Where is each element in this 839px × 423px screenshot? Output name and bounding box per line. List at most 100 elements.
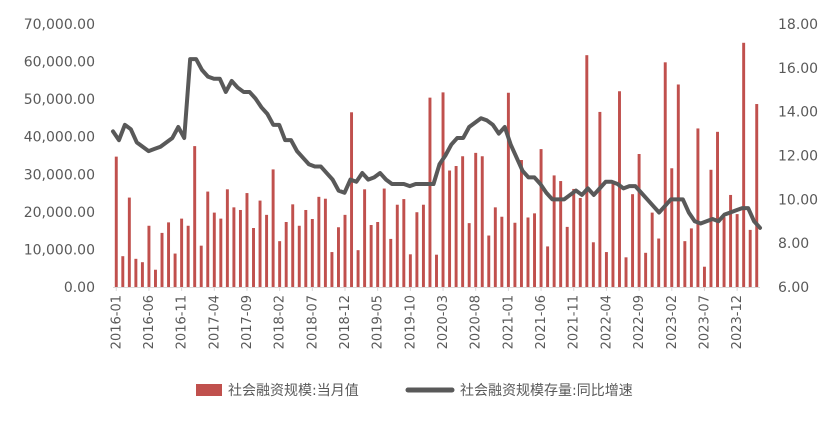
bar xyxy=(474,152,478,287)
bar xyxy=(735,214,739,287)
bar xyxy=(670,168,674,287)
bar xyxy=(441,92,445,287)
bar xyxy=(395,204,399,287)
x-tick-label: 2017-04 xyxy=(207,295,222,349)
bar xyxy=(421,204,425,287)
x-tick-label: 2023-07 xyxy=(697,295,712,349)
line-series-stock-yoy-growth xyxy=(111,57,762,230)
bar xyxy=(500,216,504,287)
y-right-tick-label: 10.00 xyxy=(778,192,818,208)
bar xyxy=(291,204,295,287)
bar xyxy=(284,222,288,287)
bar xyxy=(572,188,576,287)
x-tick-label: 2021-06 xyxy=(534,295,549,349)
bar xyxy=(448,170,452,287)
bar xyxy=(356,250,360,287)
bar xyxy=(310,219,314,287)
bar xyxy=(565,226,569,287)
bar xyxy=(683,241,687,287)
bar xyxy=(454,166,458,287)
bar xyxy=(493,207,497,287)
y-left-tick-label: 20,000.00 xyxy=(24,205,95,221)
bar xyxy=(245,193,249,287)
bar xyxy=(206,191,210,287)
bar xyxy=(585,55,589,288)
y-left-tick-label: 40,000.00 xyxy=(24,130,95,146)
bar xyxy=(415,212,419,287)
bar xyxy=(748,229,752,287)
bar xyxy=(506,92,510,287)
x-tick-label: 2018-07 xyxy=(305,295,320,349)
bar xyxy=(513,222,517,287)
x-tick-label: 2018-12 xyxy=(338,295,353,349)
bar xyxy=(539,149,543,287)
bar xyxy=(657,238,661,287)
bar xyxy=(369,225,373,287)
bar xyxy=(363,189,367,287)
bar xyxy=(591,242,595,287)
bar xyxy=(317,196,321,287)
x-tick-label: 2016-11 xyxy=(175,295,190,349)
bar xyxy=(402,199,406,287)
bar xyxy=(546,246,550,287)
bar xyxy=(271,169,275,287)
bar xyxy=(121,256,125,287)
bar xyxy=(304,209,308,287)
bar xyxy=(114,156,118,287)
legend-swatch-bar xyxy=(196,384,222,396)
y-left-tick-label: 60,000.00 xyxy=(24,55,95,71)
bar xyxy=(167,222,171,287)
legend-label-bar: 社会融资规模:当月值 xyxy=(228,383,359,399)
x-tick-label: 2017-09 xyxy=(240,295,255,349)
bar xyxy=(696,128,700,287)
bar xyxy=(689,228,693,287)
y-left-tick-label: 50,000.00 xyxy=(24,92,95,108)
bar xyxy=(382,188,386,287)
line-path xyxy=(111,57,762,230)
bar xyxy=(297,225,301,287)
y-left-tick-label: 70,000.00 xyxy=(24,17,95,33)
bar xyxy=(644,252,648,287)
bar xyxy=(663,62,667,287)
bar xyxy=(134,258,138,287)
bar xyxy=(578,197,582,287)
bar xyxy=(729,194,733,287)
bar xyxy=(330,252,334,287)
bar xyxy=(722,217,726,287)
y-left-tick-label: 0.00 xyxy=(64,280,95,296)
x-tick-label: 2022-04 xyxy=(599,295,614,349)
bar xyxy=(461,156,465,287)
bar xyxy=(337,227,340,287)
bar xyxy=(323,198,327,287)
bar xyxy=(742,42,746,287)
axes xyxy=(113,287,760,291)
bar xyxy=(552,175,556,287)
bar xyxy=(238,209,242,287)
bar xyxy=(480,156,484,287)
bar xyxy=(559,181,563,287)
bar xyxy=(232,207,236,287)
bar-series-monthly-financing xyxy=(114,42,759,288)
bar xyxy=(219,218,223,287)
bar xyxy=(252,228,255,287)
bar xyxy=(160,232,164,287)
bar xyxy=(650,212,654,287)
bar xyxy=(389,238,393,287)
y-right-tick-label: 8.00 xyxy=(778,236,809,252)
bar xyxy=(428,97,432,287)
x-tick-label: 2016-01 xyxy=(109,295,124,349)
bar xyxy=(435,254,438,287)
legend: 社会融资规模:当月值 社会融资规模存量:同比增速 xyxy=(196,383,633,399)
bar xyxy=(467,223,471,287)
bar xyxy=(598,111,602,287)
x-tick-label: 2022-09 xyxy=(632,295,647,349)
y-axis-left-tick-labels: 0.00 10,000.00 20,000.00 30,000.00 40,000.00… xyxy=(24,17,95,296)
bar xyxy=(487,235,491,287)
bar xyxy=(533,213,536,287)
x-tick-label: 2016-06 xyxy=(142,295,157,349)
bar xyxy=(186,225,190,287)
bar xyxy=(147,225,151,287)
bar xyxy=(716,131,719,287)
bar xyxy=(173,253,177,287)
